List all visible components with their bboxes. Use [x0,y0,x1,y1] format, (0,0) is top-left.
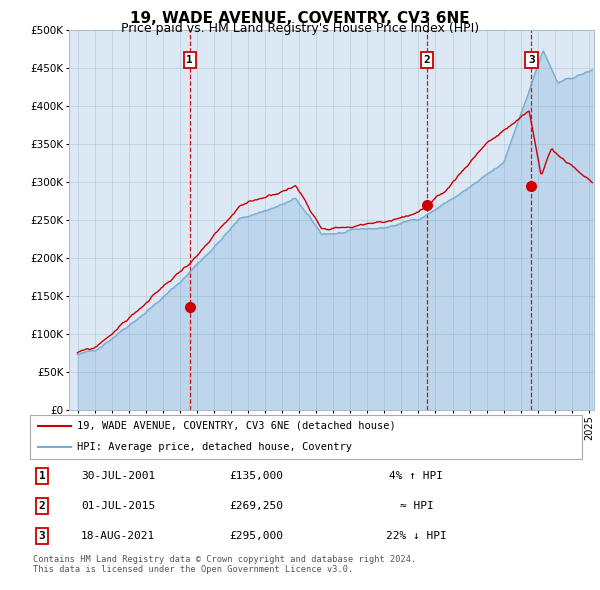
Text: 30-JUL-2001: 30-JUL-2001 [81,471,155,481]
Text: 3: 3 [528,55,535,65]
Text: 22% ↓ HPI: 22% ↓ HPI [386,531,447,541]
Text: £135,000: £135,000 [229,471,283,481]
Text: 18-AUG-2021: 18-AUG-2021 [81,531,155,541]
Text: Price paid vs. HM Land Registry's House Price Index (HPI): Price paid vs. HM Land Registry's House … [121,22,479,35]
Text: Contains HM Land Registry data © Crown copyright and database right 2024.
This d: Contains HM Land Registry data © Crown c… [33,555,416,574]
Text: HPI: Average price, detached house, Coventry: HPI: Average price, detached house, Cove… [77,442,352,452]
Text: £295,000: £295,000 [229,531,283,541]
Text: 4% ↑ HPI: 4% ↑ HPI [389,471,443,481]
Text: 1: 1 [187,55,193,65]
FancyBboxPatch shape [30,415,582,459]
Text: £269,250: £269,250 [229,501,283,511]
Text: 3: 3 [39,531,46,541]
Text: ≈ HPI: ≈ HPI [400,501,433,511]
Text: 2: 2 [424,55,430,65]
Text: 1: 1 [39,471,46,481]
Text: 2: 2 [39,501,46,511]
Text: 19, WADE AVENUE, COVENTRY, CV3 6NE: 19, WADE AVENUE, COVENTRY, CV3 6NE [130,11,470,25]
Text: 19, WADE AVENUE, COVENTRY, CV3 6NE (detached house): 19, WADE AVENUE, COVENTRY, CV3 6NE (deta… [77,421,395,431]
Text: 01-JUL-2015: 01-JUL-2015 [81,501,155,511]
